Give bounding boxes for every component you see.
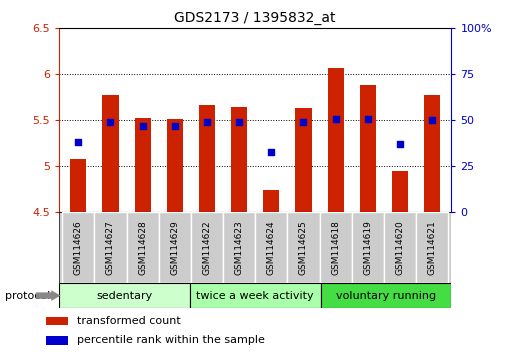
- Bar: [295, 108, 311, 212]
- Text: GSM114618: GSM114618: [331, 220, 340, 275]
- Bar: [46, 316, 68, 325]
- Text: GSM114620: GSM114620: [396, 221, 404, 275]
- Text: transformed count: transformed count: [77, 316, 181, 326]
- Bar: [263, 190, 280, 212]
- Bar: [94, 212, 127, 283]
- Bar: [321, 283, 451, 308]
- Bar: [103, 95, 119, 212]
- Point: [203, 119, 211, 125]
- Text: GSM114629: GSM114629: [170, 221, 180, 275]
- Point: [364, 116, 372, 121]
- Text: GSM114619: GSM114619: [363, 220, 372, 275]
- Bar: [287, 212, 320, 283]
- Text: voluntary running: voluntary running: [336, 291, 436, 301]
- Bar: [255, 212, 287, 283]
- Bar: [191, 212, 223, 283]
- Bar: [190, 283, 321, 308]
- Bar: [424, 95, 440, 212]
- Text: sedentary: sedentary: [96, 291, 152, 301]
- Text: GSM114621: GSM114621: [428, 221, 437, 275]
- Text: protocol: protocol: [5, 291, 50, 301]
- Bar: [352, 212, 384, 283]
- Text: percentile rank within the sample: percentile rank within the sample: [77, 335, 265, 346]
- Point: [139, 123, 147, 129]
- Bar: [384, 212, 416, 283]
- Bar: [328, 68, 344, 212]
- Text: twice a week activity: twice a week activity: [196, 291, 314, 301]
- Bar: [127, 212, 159, 283]
- Point: [74, 139, 83, 145]
- Bar: [416, 212, 448, 283]
- Bar: [360, 85, 376, 212]
- Bar: [320, 212, 352, 283]
- Bar: [59, 283, 190, 308]
- Bar: [167, 119, 183, 212]
- Point: [396, 142, 404, 147]
- Text: GSM114624: GSM114624: [267, 221, 276, 275]
- Text: GSM114626: GSM114626: [74, 221, 83, 275]
- Point: [300, 119, 308, 125]
- Text: GSM114628: GSM114628: [138, 221, 147, 275]
- Bar: [392, 171, 408, 212]
- Bar: [70, 159, 86, 212]
- Point: [267, 149, 275, 154]
- Point: [171, 123, 179, 129]
- Bar: [223, 212, 255, 283]
- Bar: [46, 336, 68, 345]
- Text: GSM114622: GSM114622: [203, 221, 211, 275]
- Text: GSM114623: GSM114623: [234, 221, 244, 275]
- Title: GDS2173 / 1395832_at: GDS2173 / 1395832_at: [174, 11, 336, 24]
- Point: [331, 116, 340, 121]
- Bar: [62, 212, 94, 283]
- Text: GSM114625: GSM114625: [299, 221, 308, 275]
- Bar: [231, 108, 247, 212]
- Bar: [199, 105, 215, 212]
- Point: [235, 119, 243, 125]
- Bar: [134, 118, 151, 212]
- Point: [106, 119, 114, 125]
- Bar: [159, 212, 191, 283]
- Text: GSM114627: GSM114627: [106, 221, 115, 275]
- Point: [428, 118, 436, 123]
